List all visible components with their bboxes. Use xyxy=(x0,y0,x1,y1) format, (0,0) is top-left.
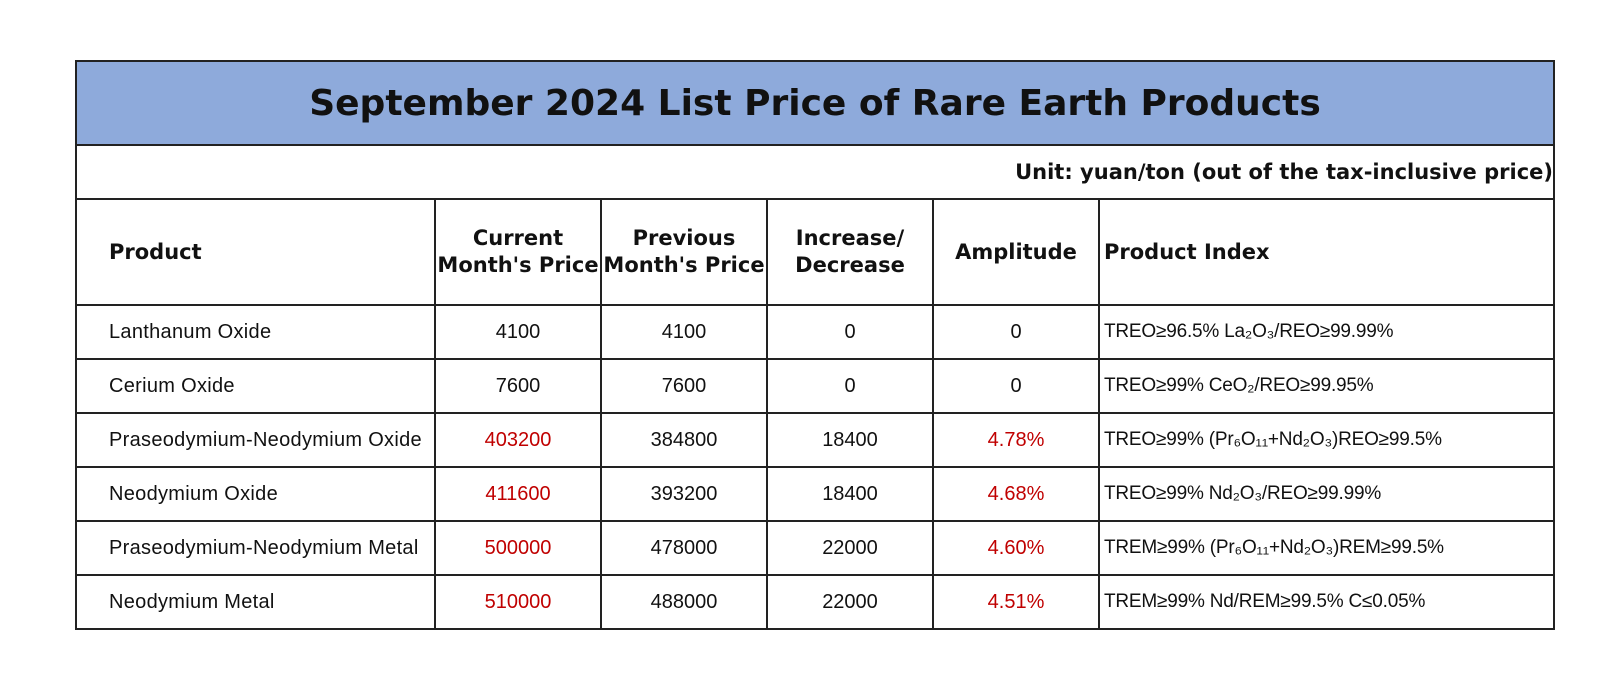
cell-product: Praseodymium-Neodymium Oxide xyxy=(77,413,436,468)
col-header-previous-line2: Month's Price xyxy=(603,253,765,277)
cell-product-index: TREO≥99% (Pr₆O₁₁+Nd₂O₃)REO≥99.5% xyxy=(1099,413,1553,468)
cell-product: Neodymium Metal xyxy=(77,575,436,628)
col-header-current-line1: Current xyxy=(472,226,564,250)
cell-product-index: TREO≥96.5% La₂O₃/REO≥99.99% xyxy=(1099,305,1553,360)
cell-change: 22000 xyxy=(767,575,934,628)
col-header-current-price: Current Month's Price xyxy=(435,200,602,306)
unit-note: Unit: yuan/ton (out of the tax-inclusive… xyxy=(77,146,1553,200)
table-row: Neodymium Oxide 411600 393200 18400 4.68… xyxy=(77,467,1553,522)
col-header-product: Product xyxy=(77,200,436,306)
table-row: Praseodymium-Neodymium Oxide 403200 3848… xyxy=(77,413,1553,468)
cell-product-index: TREO≥99% CeO₂/REO≥99.95% xyxy=(1099,359,1553,414)
table-row: Lanthanum Oxide 4100 4100 0 0 TREO≥96.5%… xyxy=(77,305,1553,360)
col-header-current-line2: Month's Price xyxy=(437,253,599,277)
cell-amplitude: 4.51% xyxy=(933,575,1100,628)
cell-amplitude: 0 xyxy=(933,305,1100,360)
col-header-change: Increase/ Decrease xyxy=(767,200,934,306)
table-row: Neodymium Metal 510000 488000 22000 4.51… xyxy=(77,575,1553,628)
cell-product-index: TREO≥99% Nd₂O₃/REO≥99.99% xyxy=(1099,467,1553,522)
header-row: Product Current Month's Price Previous M… xyxy=(77,200,1553,306)
cell-amplitude: 0 xyxy=(933,359,1100,414)
col-header-previous-line1: Previous xyxy=(632,226,736,250)
cell-product: Neodymium Oxide xyxy=(77,467,436,522)
cell-change: 0 xyxy=(767,359,934,414)
cell-previous-price: 384800 xyxy=(601,413,768,468)
cell-current-price: 403200 xyxy=(435,413,602,468)
table-row: Cerium Oxide 7600 7600 0 0 TREO≥99% CeO₂… xyxy=(77,359,1553,414)
cell-current-price: 500000 xyxy=(435,521,602,576)
cell-product: Praseodymium-Neodymium Metal xyxy=(77,521,436,576)
col-header-product-index: Product Index xyxy=(1099,200,1553,306)
cell-product-index: TREM≥99% (Pr₆O₁₁+Nd₂O₃)REM≥99.5% xyxy=(1099,521,1553,576)
cell-current-price: 510000 xyxy=(435,575,602,628)
cell-previous-price: 478000 xyxy=(601,521,768,576)
cell-product: Cerium Oxide xyxy=(77,359,436,414)
cell-change: 18400 xyxy=(767,413,934,468)
col-header-change-line1: Increase/ xyxy=(795,226,905,250)
cell-previous-price: 4100 xyxy=(601,305,768,360)
cell-change: 18400 xyxy=(767,467,934,522)
cell-current-price: 4100 xyxy=(435,305,602,360)
col-header-change-line2: Decrease xyxy=(795,253,905,277)
cell-current-price: 411600 xyxy=(435,467,602,522)
cell-amplitude: 4.68% xyxy=(933,467,1100,522)
price-table: Product Current Month's Price Previous M… xyxy=(77,200,1553,628)
cell-amplitude: 4.78% xyxy=(933,413,1100,468)
col-header-previous-price: Previous Month's Price xyxy=(601,200,768,306)
cell-change: 0 xyxy=(767,305,934,360)
cell-change: 22000 xyxy=(767,521,934,576)
cell-current-price: 7600 xyxy=(435,359,602,414)
price-list-sheet: September 2024 List Price of Rare Earth … xyxy=(75,60,1555,630)
table-title: September 2024 List Price of Rare Earth … xyxy=(77,62,1553,146)
table-row: Praseodymium-Neodymium Metal 500000 4780… xyxy=(77,521,1553,576)
cell-product: Lanthanum Oxide xyxy=(77,305,436,360)
cell-product-index: TREM≥99% Nd/REM≥99.5% C≤0.05% xyxy=(1104,591,1426,612)
cell-previous-price: 488000 xyxy=(601,575,768,628)
cell-previous-price: 7600 xyxy=(601,359,768,414)
cell-amplitude: 4.60% xyxy=(933,521,1100,576)
col-header-amplitude: Amplitude xyxy=(933,200,1100,306)
cell-previous-price: 393200 xyxy=(601,467,768,522)
